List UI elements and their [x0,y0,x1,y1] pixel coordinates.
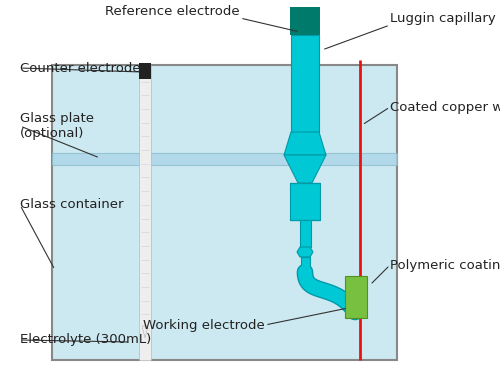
Text: Counter electrode: Counter electrode [20,62,140,74]
Text: Electrolyte (300mL): Electrolyte (300mL) [20,333,151,346]
Polygon shape [284,155,326,183]
Text: Working electrode: Working electrode [144,319,265,332]
Bar [300,220,311,247]
Text: Reference electrode: Reference electrode [106,5,240,18]
Bar [52,65,397,360]
Bar [345,276,367,318]
Polygon shape [142,326,148,338]
Bar [290,183,320,220]
Bar [291,35,319,132]
Text: Coated copper wire: Coated copper wire [390,101,500,113]
Bar [52,153,397,165]
Text: Luggin capillary: Luggin capillary [390,12,496,25]
Text: Glass plate
(optional): Glass plate (optional) [20,112,94,140]
Polygon shape [284,132,326,155]
Bar [301,257,310,272]
Bar [290,7,320,35]
Bar [139,63,151,79]
Polygon shape [297,247,313,257]
Text: Glass container: Glass container [20,199,124,211]
Text: Polymeric coating: Polymeric coating [390,259,500,271]
